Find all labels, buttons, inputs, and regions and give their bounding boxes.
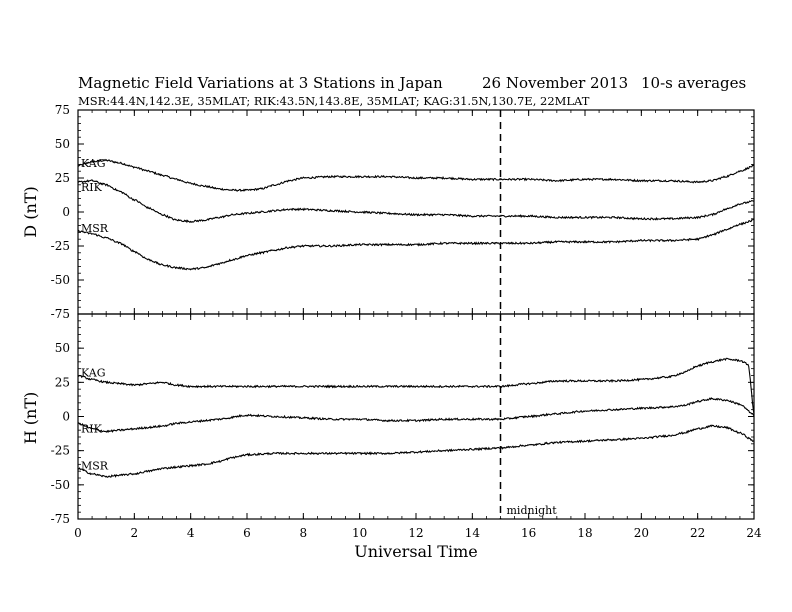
- h-ytick-label: 25: [55, 375, 70, 389]
- xtick-label: 0: [74, 526, 82, 540]
- labels: KAG RIK MSR KAG RIK MSR: [81, 157, 109, 473]
- midnight-label: midnight: [507, 504, 558, 517]
- xtick-label: 14: [465, 526, 481, 540]
- h-series-label-kag: KAG: [81, 367, 106, 380]
- h-series-label-msr: MSR: [81, 459, 109, 472]
- d-series-kag: [77, 158, 755, 192]
- d-series-rik: [77, 179, 755, 224]
- d-series-label-kag: KAG: [81, 157, 106, 170]
- h-ytick-label: 0: [62, 410, 70, 424]
- xtick-label: 6: [243, 526, 251, 540]
- xtick-label: 22: [690, 526, 705, 540]
- x-axis-label: Universal Time: [354, 542, 477, 561]
- h-series-rik: [77, 396, 755, 434]
- h-series-label-rik: RIK: [81, 422, 103, 435]
- h-series-msr: [77, 424, 755, 478]
- xtick-label: 4: [187, 526, 195, 540]
- h-ytick-label: -50: [51, 478, 70, 492]
- chart-averaging: 10-s averages: [641, 74, 746, 92]
- xtick-label: 10: [352, 526, 367, 540]
- xtick-label: 8: [300, 526, 308, 540]
- xtick-label: 12: [408, 526, 423, 540]
- d-panel-frame: [77, 109, 755, 315]
- xtick-label: 20: [634, 526, 649, 540]
- d-ytick-label: -75: [51, 307, 70, 321]
- d-panel-ylabel: D (nT): [21, 186, 40, 237]
- series-lines: [77, 158, 755, 478]
- d-ytick-label: -25: [51, 239, 70, 253]
- h-panel-frame: [77, 313, 755, 520]
- stations-line: MSR:44.4N,142.3E, 35MLAT; RIK:43.5N,143.…: [78, 94, 590, 108]
- d-series-label-rik: RIK: [81, 181, 103, 194]
- xtick-label: 18: [577, 526, 592, 540]
- xtick-label: 2: [131, 526, 139, 540]
- d-ytick-label: 75: [55, 103, 70, 117]
- chart-title: Magnetic Field Variations at 3 Stations …: [78, 74, 443, 92]
- h-ytick-label: 50: [55, 341, 70, 355]
- h-ytick-label: -25: [51, 444, 70, 458]
- xtick-label: 24: [746, 526, 762, 540]
- d-series-label-msr: MSR: [81, 222, 109, 235]
- d-ytick-label: 25: [55, 171, 70, 185]
- d-ytick-label: -50: [51, 273, 70, 287]
- h-ytick-label: -75: [51, 512, 70, 526]
- d-series-msr: [77, 218, 755, 271]
- d-ytick-label: 50: [55, 137, 70, 151]
- h-series-kag: [77, 357, 755, 415]
- chart-date: 26 November 2013: [482, 74, 628, 92]
- xtick-label: 16: [521, 526, 536, 540]
- d-ytick-label: 0: [62, 205, 70, 219]
- h-panel-ylabel: H (nT): [21, 392, 40, 445]
- midnight-marker: midnight: [499, 110, 558, 519]
